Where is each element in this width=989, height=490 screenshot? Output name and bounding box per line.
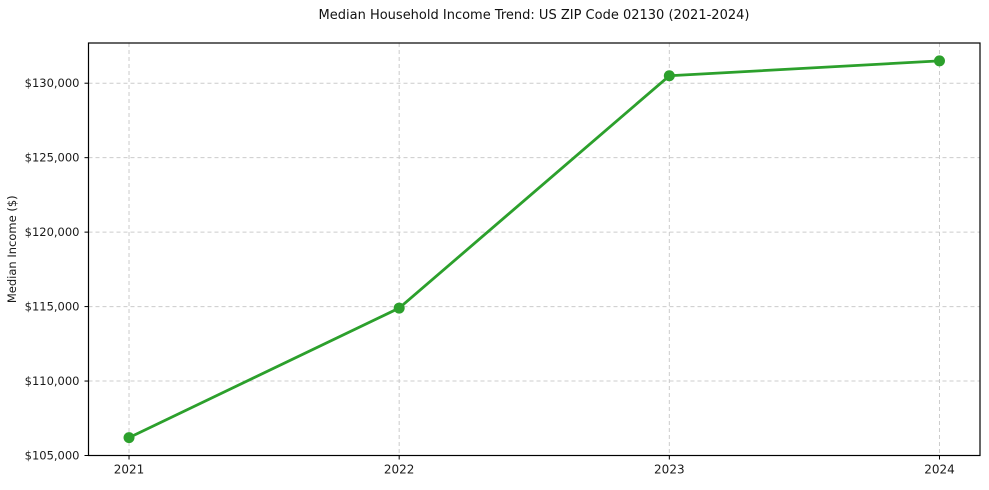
y-tick-label: $105,000 <box>25 449 80 463</box>
chart-title: Median Household Income Trend: US ZIP Co… <box>318 8 750 23</box>
data-point <box>933 55 945 67</box>
data-point <box>663 70 675 82</box>
y-tick-label: $125,000 <box>25 151 80 165</box>
plot-border <box>87 42 981 457</box>
y-axis-label: Median Income ($) <box>5 195 19 303</box>
data-point <box>393 302 405 314</box>
series-line <box>127 59 941 440</box>
y-tick-label: $110,000 <box>25 374 80 388</box>
y-tick-label: $120,000 <box>25 225 80 239</box>
x-tick-label: 2022 <box>384 463 415 477</box>
y-tick-label: $115,000 <box>25 300 80 314</box>
y-tick-label: $130,000 <box>25 76 80 90</box>
x-tick-label: 2021 <box>114 463 145 477</box>
data-point <box>123 432 135 444</box>
x-tick-label: 2024 <box>924 463 955 477</box>
x-tick-label: 2023 <box>654 463 685 477</box>
